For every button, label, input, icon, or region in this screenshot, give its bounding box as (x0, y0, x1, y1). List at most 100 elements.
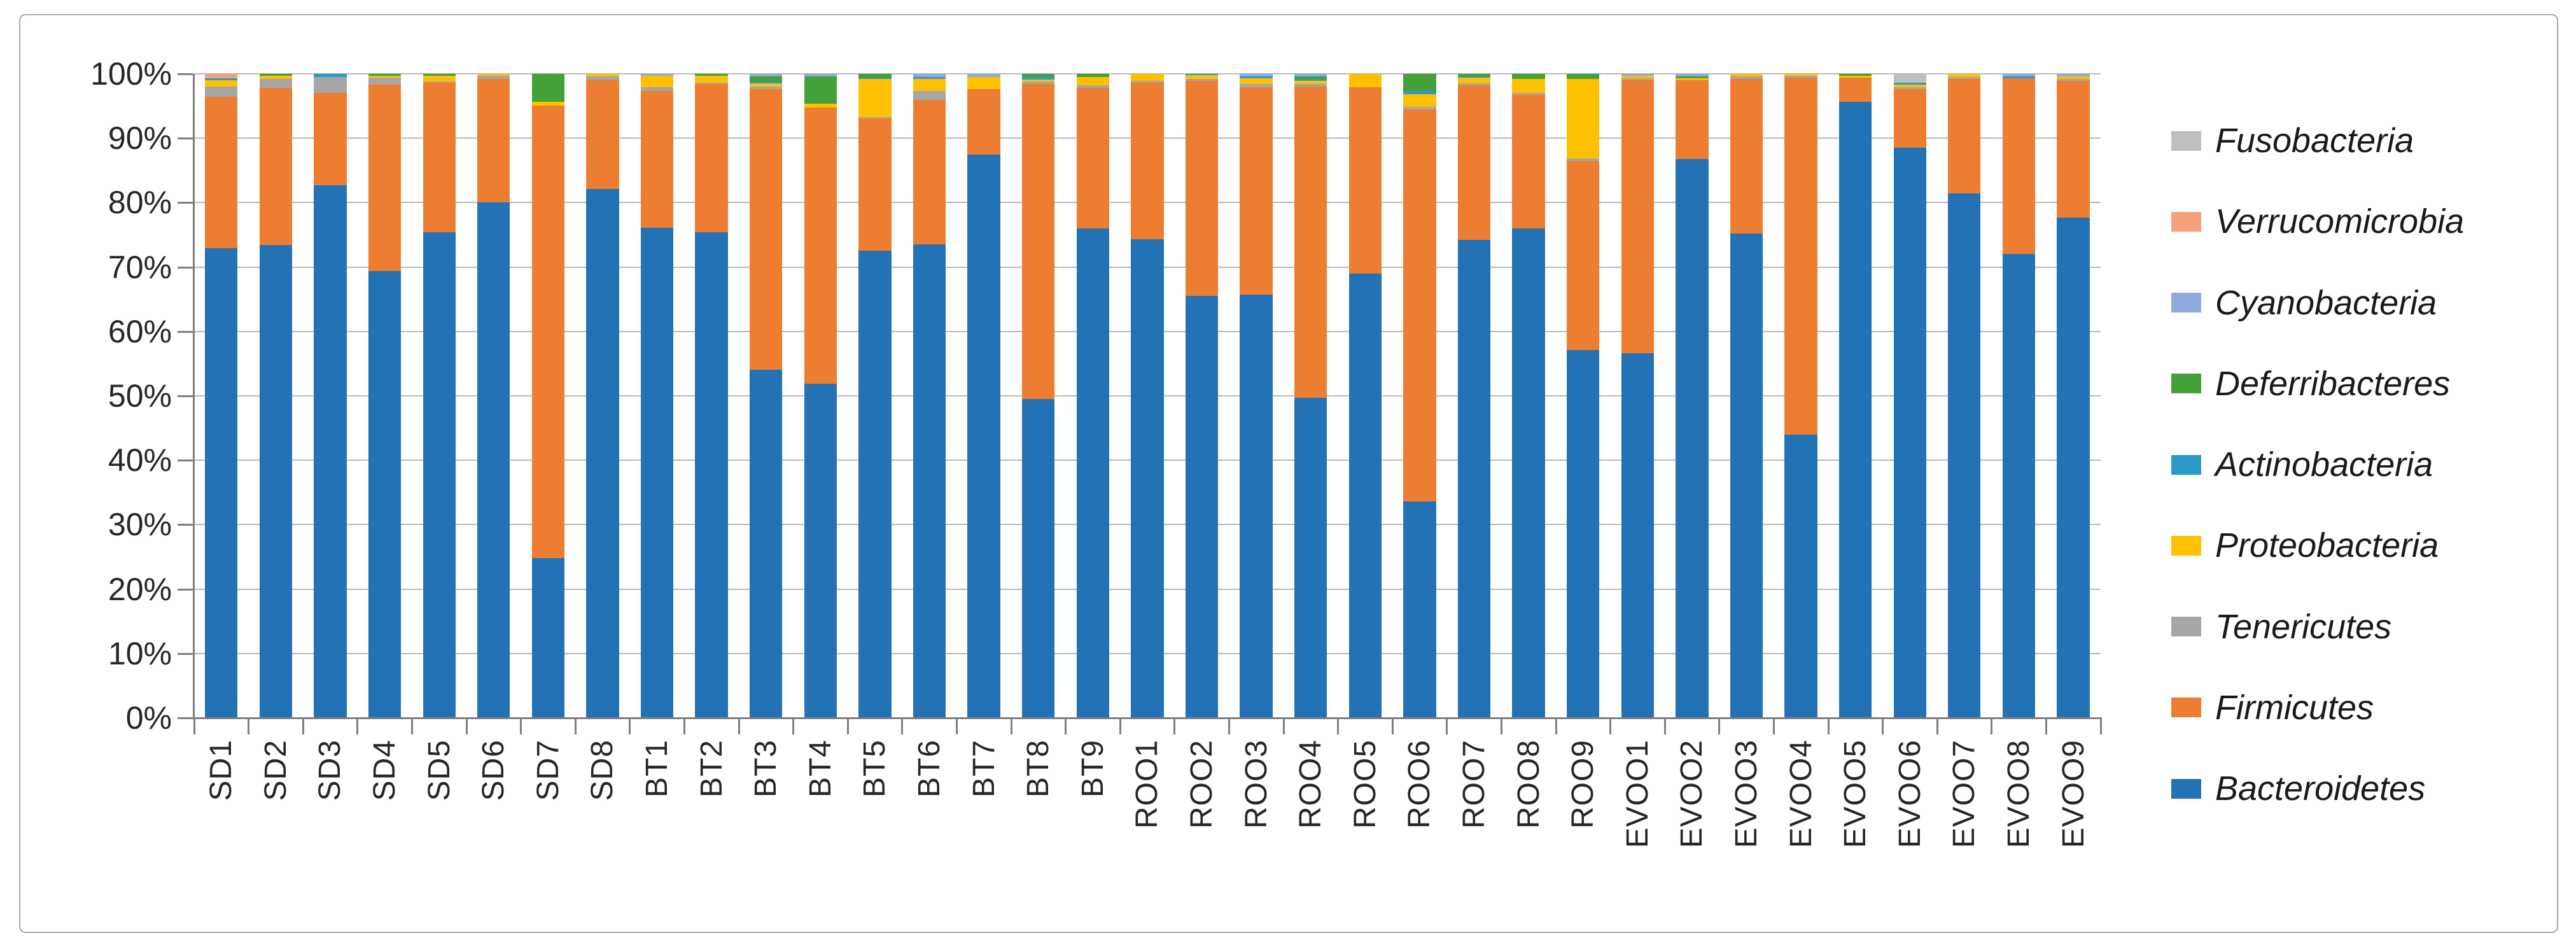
bar-SD3 (314, 74, 347, 718)
segment-EVOO8-Firmicutes (2002, 78, 2036, 255)
bar-EVOO3 (1730, 74, 1763, 718)
x-tick-23 (1446, 719, 1448, 734)
bar-ROO1 (1131, 74, 1164, 718)
x-tick-32 (1936, 719, 1938, 734)
segment-BT9-Proteobacteria (1076, 77, 1109, 86)
x-axis-label-ROO2: ROO2 (1175, 740, 1229, 829)
x-tick-11 (792, 719, 795, 734)
x-tick-34 (2045, 719, 2047, 734)
legend-label-Tenericutes: Tenericutes (2215, 607, 2392, 646)
x-axis-label-text: ROO7 (1457, 740, 1492, 829)
legend: Fusobacteria Verrucomicrobia Cyanobacteria… (2171, 121, 2464, 808)
x-axis-label-BT6: BT6 (902, 740, 957, 797)
x-tick-15 (1010, 719, 1012, 734)
x-axis-label-text: SD2 (258, 740, 293, 801)
segment-EVOO8-Cyanobacteria (2002, 74, 2036, 77)
x-axis-line (193, 717, 2102, 719)
x-axis-label-EVOO6: EVOO6 (1883, 740, 1938, 848)
bar-slot-ROO4 (1284, 74, 1338, 718)
legend-label-Fusobacteria: Fusobacteria (2215, 122, 2414, 160)
segment-EVOO6-Firmicutes (1893, 89, 1926, 148)
x-axis-label-SD8: SD8 (575, 740, 630, 801)
bar-SD8 (586, 74, 619, 718)
segment-BT5-Bacteroidetes (858, 251, 892, 718)
x-tick-22 (1391, 719, 1394, 734)
bar-slot-EVOO3 (1719, 74, 1774, 718)
bar-slot-ROO1 (1120, 74, 1175, 718)
bar-EVOO1 (1621, 74, 1654, 718)
segment-BT8-Bacteroidetes (1022, 399, 1055, 718)
segment-EVOO3-Proteobacteria (1730, 74, 1763, 77)
y-axis-label-100%: 100% (90, 56, 172, 92)
segment-BT3-Cyanobacteria (750, 74, 783, 77)
legend-swatch-Bacteroidetes (2171, 778, 2201, 799)
segment-ROO7-Proteobacteria (1457, 78, 1491, 84)
segment-SD5-Proteobacteria (423, 76, 456, 82)
bar-slot-EVOO8 (1992, 74, 2047, 718)
segment-BT4-Proteobacteria (804, 103, 837, 108)
x-axis-label-ROO6: ROO6 (1392, 740, 1447, 829)
segment-SD1-Proteobacteria (205, 80, 238, 87)
x-tick-26 (1609, 719, 1612, 734)
segment-BT6-Cyanobacteria (913, 74, 946, 78)
x-axis-label-text: ROO6 (1403, 740, 1437, 829)
segment-EVOO8-Actinobacteria (2002, 76, 2036, 79)
segment-EVOO4-Proteobacteria (1784, 74, 1817, 76)
bar-SD6 (477, 74, 510, 718)
x-tick-4 (410, 719, 413, 734)
segment-SD1-Actinobacteria (205, 78, 238, 81)
segment-BT2-Bacteroidetes (695, 232, 728, 718)
x-axis-label-BT5: BT5 (848, 740, 902, 797)
bar-BT9 (1076, 74, 1109, 718)
x-axis-label-EVOO8: EVOO8 (1992, 740, 2047, 848)
segment-BT4-Bacteroidetes (804, 383, 837, 718)
segment-ROO5-Firmicutes (1348, 87, 1382, 274)
segment-EVOO1-Firmicutes (1621, 80, 1654, 354)
x-tick-10 (738, 719, 740, 734)
y-tick-50% (178, 395, 193, 397)
segment-EVOO4-Bacteroidetes (1784, 434, 1817, 718)
x-axis-label-text: SD6 (477, 740, 511, 801)
y-axis-line (193, 74, 195, 719)
segment-ROO2-Proteobacteria (1185, 75, 1219, 80)
segment-BT5-Firmicutes (858, 118, 892, 251)
x-axis-label-text: SD1 (204, 740, 239, 801)
segment-BT3-Bacteroidetes (750, 369, 783, 718)
segment-EVOO6-Fusobacteria (1893, 74, 1926, 83)
segment-ROO4-Bacteroidetes (1294, 398, 1327, 718)
bar-slot-BT1 (630, 74, 685, 718)
segment-BT2-Deferribacteres (695, 74, 728, 76)
x-axis-label-EVOO2: EVOO2 (1665, 740, 1719, 848)
bar-SD7 (531, 74, 565, 718)
segment-EVOO4-Firmicutes (1784, 78, 1817, 435)
x-axis-label-EVOO1: EVOO1 (1611, 740, 1665, 848)
segment-EVOO9-Tenericutes (2057, 79, 2090, 81)
y-tick-100% (178, 73, 193, 75)
segment-ROO1-Proteobacteria (1131, 74, 1164, 81)
segment-SD6-Proteobacteria (477, 74, 510, 76)
legend-item-Cyanobacteria: Cyanobacteria (2171, 283, 2464, 323)
x-axis-label-ROO7: ROO7 (1447, 740, 1502, 829)
bar-SD4 (368, 74, 402, 718)
x-axis-label-text: ROO3 (1239, 740, 1273, 829)
y-axis-label-40%: 40% (108, 442, 172, 479)
segment-BT8-Actinobacteria (1022, 77, 1055, 80)
segment-EVOO6-Tenericutes (1893, 87, 1926, 90)
legend-swatch-Fusobacteria (2171, 130, 2201, 151)
segment-BT3-Firmicutes (750, 89, 783, 370)
segment-ROO4-Deferribacteres (1294, 76, 1327, 80)
segment-BT6-Actinobacteria (913, 77, 946, 80)
x-axis-label-SD1: SD1 (194, 740, 249, 801)
bar-series-container (194, 74, 2101, 718)
bar-EVOO4 (1784, 74, 1817, 718)
segment-EVOO2-Cyanobacteria (1676, 74, 1709, 77)
segment-EVOO9-Firmicutes (2057, 81, 2090, 218)
bar-EVOO2 (1676, 74, 1709, 718)
bar-slot-ROO6 (1392, 74, 1447, 718)
bar-BT8 (1022, 74, 1055, 718)
segment-BT1-Cyanobacteria (640, 74, 674, 76)
segment-ROO3-Proteobacteria (1240, 78, 1273, 85)
x-axis-label-BT1: BT1 (630, 740, 685, 797)
x-tick-24 (1500, 719, 1502, 734)
legend-item-Firmicutes: Firmicutes (2171, 688, 2464, 727)
